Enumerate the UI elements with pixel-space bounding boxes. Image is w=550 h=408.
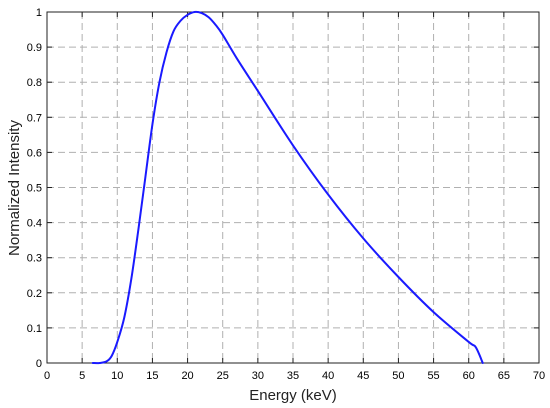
x-tick-label: 10 bbox=[111, 370, 123, 382]
x-tick-label: 20 bbox=[181, 370, 193, 382]
x-tick-labels: 0 5 10 15 20 25 30 35 40 45 50 55 60 65 70 bbox=[44, 370, 545, 382]
y-tick-label: 0.8 bbox=[27, 77, 42, 89]
grid-lines bbox=[47, 12, 539, 363]
y-tick-label: 0.7 bbox=[27, 112, 42, 124]
x-tick-label: 30 bbox=[252, 370, 264, 382]
series-line-intensity bbox=[91, 10, 484, 365]
y-tick-label: 0 bbox=[36, 358, 42, 370]
y-tick-label: 0.1 bbox=[27, 323, 42, 335]
y-tick-labels: 0 0.1 0.2 0.3 0.4 0.5 0.6 0.7 0.8 0.9 1 bbox=[27, 7, 42, 370]
x-tick-label: 65 bbox=[498, 370, 510, 382]
x-tick-label: 5 bbox=[79, 370, 85, 382]
y-tick-label: 0.4 bbox=[27, 218, 42, 230]
x-tick-label: 50 bbox=[392, 370, 404, 382]
x-tick-label: 25 bbox=[217, 370, 229, 382]
x-tick-label: 35 bbox=[287, 370, 299, 382]
x-tick-label: 40 bbox=[322, 370, 334, 382]
y-axis-title: Normalized Intensity bbox=[6, 120, 23, 256]
y-tick-label: 0.2 bbox=[27, 288, 42, 300]
y-tick-label: 1 bbox=[36, 7, 42, 19]
y-tick-label: 0.9 bbox=[27, 42, 42, 54]
axis-ticks bbox=[46, 11, 540, 364]
x-tick-label: 15 bbox=[146, 370, 158, 382]
x-tick-label: 0 bbox=[44, 370, 50, 382]
x-axis-title: Energy (keV) bbox=[249, 387, 337, 404]
x-tick-label: 55 bbox=[427, 370, 439, 382]
x-tick-label: 70 bbox=[533, 370, 545, 382]
y-tick-label: 0.3 bbox=[27, 253, 42, 265]
x-tick-label: 45 bbox=[357, 370, 369, 382]
x-tick-label: 60 bbox=[463, 370, 475, 382]
y-tick-label: 0.5 bbox=[27, 183, 42, 195]
y-tick-label: 0.6 bbox=[27, 147, 42, 159]
